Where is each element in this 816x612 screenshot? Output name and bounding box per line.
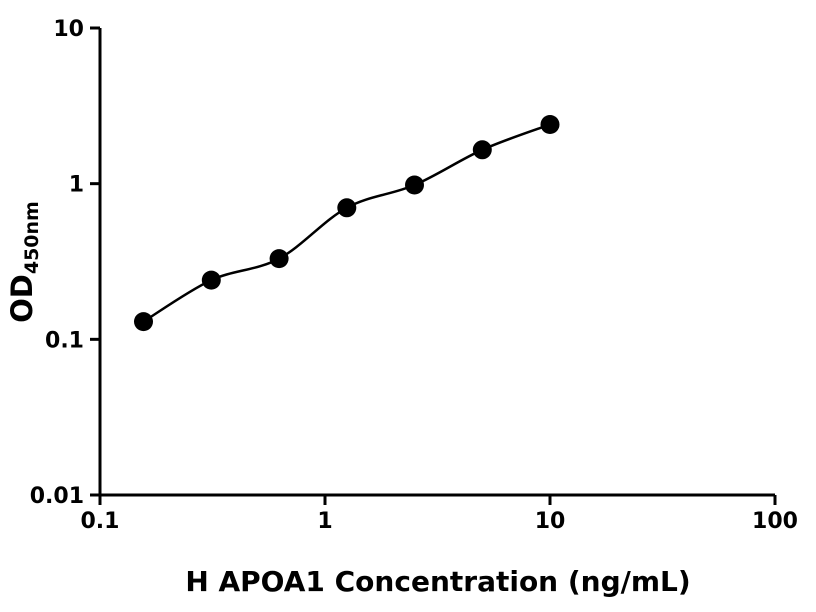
y-tick-label: 0.1	[45, 328, 84, 353]
data-point	[269, 249, 289, 269]
data-point	[201, 270, 221, 290]
data-point	[540, 115, 560, 134]
x-tick-label: 1	[317, 509, 332, 534]
x-tick-label: 10	[535, 509, 566, 534]
data-point	[134, 312, 153, 332]
data-point	[472, 140, 492, 160]
y-axis-title-subscript: 450nm	[21, 201, 43, 274]
y-tick-label: 10	[53, 17, 84, 42]
y-tick-label: 1	[69, 173, 84, 198]
data-point	[405, 175, 424, 195]
x-axis-title: H APOA1 Concentration (ng/mL)	[185, 565, 690, 598]
y-axis-title-main: OD	[5, 274, 39, 323]
y-tick-label: 0.01	[30, 484, 84, 509]
y-axis-title: OD450nm	[5, 201, 43, 323]
data-series	[134, 115, 560, 332]
data-point	[337, 198, 357, 218]
x-tick-label: 100	[752, 509, 798, 534]
axis-spines	[98, 28, 775, 497]
axes	[98, 28, 775, 497]
x-tick-label: 0.1	[81, 509, 120, 534]
